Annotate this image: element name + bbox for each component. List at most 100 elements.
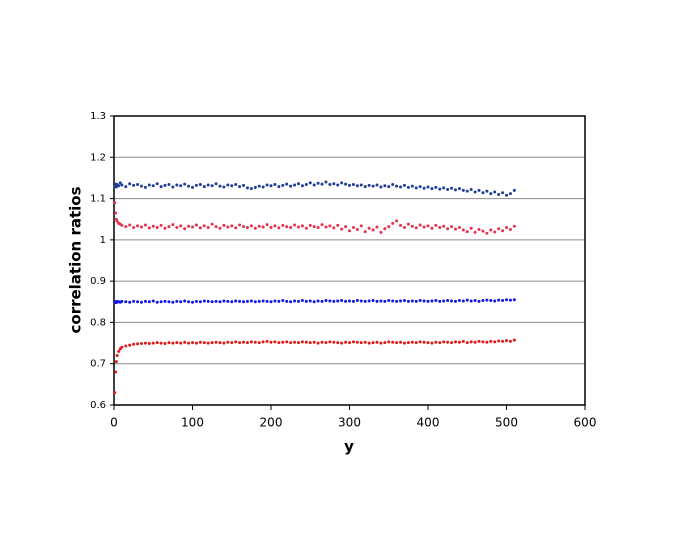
- data-point: [136, 342, 140, 346]
- data-point: [340, 299, 344, 303]
- data-point: [402, 341, 406, 345]
- data-point: [285, 299, 289, 303]
- data-point: [493, 299, 497, 303]
- data-point: [418, 340, 422, 344]
- data-point: [324, 225, 328, 229]
- data-point: [198, 183, 202, 187]
- data-point: [147, 300, 151, 304]
- data-point: [457, 299, 461, 303]
- data-point: [461, 188, 465, 192]
- data-point: [426, 299, 430, 303]
- data-point: [355, 228, 359, 232]
- data-point: [265, 299, 269, 303]
- data-point: [402, 183, 406, 187]
- data-point: [143, 185, 147, 189]
- data-point: [206, 225, 210, 229]
- y-tick-label: 0.8: [90, 317, 106, 328]
- data-point: [257, 184, 261, 188]
- data-point: [253, 300, 257, 304]
- data-point: [426, 224, 430, 228]
- data-point: [163, 341, 167, 345]
- data-point: [234, 183, 238, 187]
- data-point: [202, 224, 206, 228]
- data-point: [171, 185, 175, 189]
- data-point: [461, 339, 465, 343]
- data-point: [308, 181, 312, 185]
- x-tick-label: 300: [338, 416, 361, 430]
- data-point: [312, 340, 316, 344]
- data-point: [355, 184, 359, 188]
- data-point: [481, 191, 485, 195]
- data-point: [293, 183, 297, 187]
- data-point: [320, 340, 324, 344]
- data-point: [139, 300, 143, 304]
- data-point: [198, 300, 202, 304]
- data-point: [245, 341, 249, 345]
- data-point: [316, 341, 320, 345]
- data-point: [320, 182, 324, 186]
- data-point: [442, 299, 446, 303]
- data-point: [277, 299, 281, 303]
- data-point: [296, 182, 300, 186]
- data-point: [351, 340, 355, 344]
- data-point: [477, 188, 481, 192]
- y-tick-label: 0.9: [90, 276, 106, 287]
- data-point: [336, 299, 340, 303]
- data-point: [194, 299, 198, 303]
- data-point: [210, 222, 214, 226]
- data-point: [348, 341, 351, 345]
- data-point: [336, 341, 340, 345]
- data-point: [379, 185, 383, 189]
- data-point: [332, 299, 336, 303]
- data-point: [226, 183, 230, 187]
- x-axis-label: y: [344, 438, 354, 456]
- x-tick-label: 200: [260, 416, 283, 430]
- data-point: [453, 340, 457, 344]
- data-point: [450, 299, 454, 303]
- data-point: [151, 299, 155, 303]
- data-point: [285, 182, 289, 186]
- data-point: [285, 225, 289, 229]
- data-point: [159, 300, 163, 304]
- data-point: [414, 186, 418, 190]
- data-point: [453, 227, 457, 231]
- data-point: [179, 224, 183, 228]
- data-point: [163, 226, 167, 230]
- data-point: [465, 341, 469, 345]
- data-point: [218, 341, 222, 345]
- data-point: [206, 299, 210, 303]
- data-point: [446, 227, 450, 231]
- data-point: [442, 186, 446, 190]
- data-point: [249, 340, 253, 344]
- data-point: [273, 340, 277, 344]
- data-point: [120, 223, 124, 227]
- data-point: [285, 340, 289, 344]
- data-point: [167, 300, 171, 304]
- data-point: [304, 340, 308, 344]
- data-point: [477, 228, 481, 232]
- data-point: [336, 183, 340, 187]
- data-point: [191, 185, 194, 189]
- data-point: [399, 340, 403, 344]
- data-point: [395, 219, 399, 223]
- data-point: [139, 184, 143, 188]
- data-point: [402, 299, 406, 303]
- data-point: [139, 341, 143, 345]
- data-point: [367, 183, 371, 187]
- y-tick-label: 1.3: [90, 111, 106, 122]
- data-point: [245, 225, 249, 229]
- data-point: [332, 340, 336, 344]
- data-point: [406, 341, 410, 345]
- data-point: [512, 298, 516, 302]
- data-point: [312, 300, 316, 304]
- data-point: [450, 225, 454, 229]
- plot-frame: [113, 115, 586, 406]
- data-point: [505, 339, 508, 343]
- x-tick-label: 500: [495, 416, 518, 430]
- data-point: [198, 226, 202, 230]
- data-point: [230, 224, 234, 228]
- data-point: [265, 223, 269, 227]
- data-point: [159, 341, 163, 345]
- data-point: [418, 185, 422, 189]
